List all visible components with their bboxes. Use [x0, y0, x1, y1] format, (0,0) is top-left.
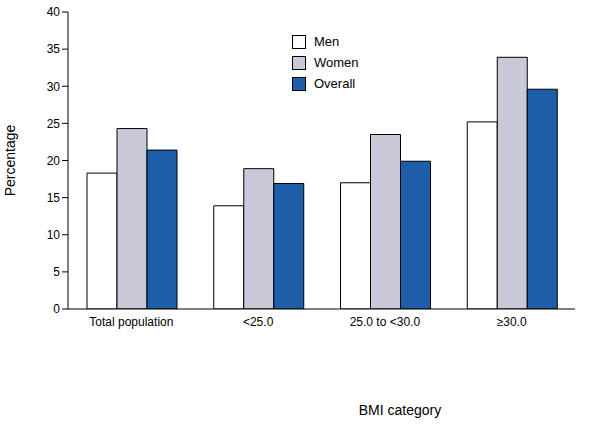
svg-text:30: 30	[47, 80, 61, 94]
html-text:BMI category: BMI category	[358, 402, 442, 418]
svg-text:25: 25	[47, 117, 61, 131]
html-text:Overall: Overall	[314, 76, 356, 91]
html-text:Men: Men	[314, 34, 340, 49]
svg-text:10: 10	[47, 228, 61, 242]
svg-text:15: 15	[47, 191, 61, 205]
svg-text:<25.0: <25.0	[243, 315, 274, 329]
svg-text:5: 5	[53, 265, 60, 279]
svg-text:Percentage: Percentage	[8, 124, 18, 196]
svg-text:35: 35	[47, 42, 61, 56]
svg-text:25.0 to <30.0: 25.0 to <30.0	[350, 315, 421, 329]
svg-text:≥30.0: ≥30.0	[497, 315, 527, 329]
svg-text:40: 40	[47, 5, 61, 19]
svg-text:Total population: Total population	[89, 315, 173, 329]
html-text:Women: Women	[314, 55, 359, 70]
svg-text:0: 0	[53, 302, 60, 316]
svg-text:20: 20	[47, 154, 61, 168]
